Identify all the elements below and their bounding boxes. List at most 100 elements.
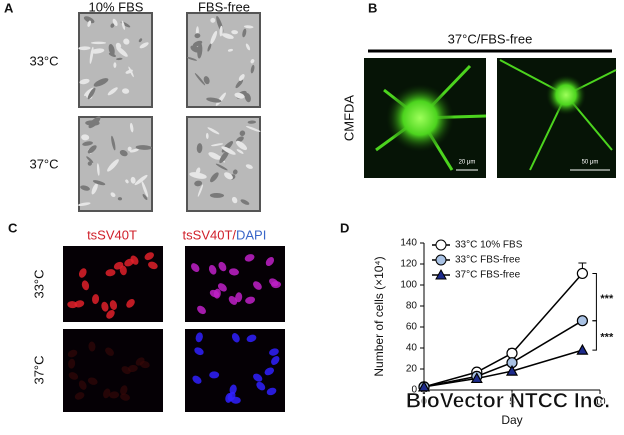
- nucleus: [253, 373, 263, 382]
- nucleus: [229, 384, 237, 395]
- nucleus: [105, 347, 114, 356]
- cell: [209, 193, 225, 198]
- nucleus: [209, 289, 220, 298]
- nucleus: [194, 347, 204, 356]
- cell: [96, 163, 100, 176]
- cell: [208, 152, 221, 160]
- nucleus: [197, 305, 206, 315]
- x-axis-label: Day: [501, 413, 522, 427]
- nucleus: [106, 309, 115, 319]
- nucleus: [109, 391, 120, 399]
- nucleus: [109, 300, 118, 311]
- column-header: FBS-free: [198, 0, 250, 14]
- immuno-images: [63, 246, 285, 412]
- cell: [245, 43, 251, 51]
- y-tick-label: 0: [411, 385, 417, 396]
- cell: [239, 130, 246, 137]
- cell: [91, 183, 98, 195]
- nucleus: [264, 367, 275, 376]
- cell-body: [546, 75, 586, 115]
- cell: [90, 48, 105, 54]
- cell: [116, 46, 128, 57]
- nucleus: [253, 281, 262, 290]
- cell: [113, 62, 117, 68]
- cell: [134, 174, 148, 186]
- column-header: tsSV40T: [87, 227, 137, 242]
- data-point: [576, 343, 589, 355]
- legend-marker: [435, 239, 447, 251]
- cell: [194, 180, 203, 187]
- nucleus: [217, 283, 227, 292]
- nucleus: [105, 269, 116, 277]
- cell: [245, 126, 261, 132]
- cell: [83, 16, 95, 24]
- data-point: [505, 364, 519, 376]
- cell: [86, 156, 94, 163]
- phase-image: [78, 116, 153, 212]
- nucleus: [229, 268, 239, 276]
- nucleus: [192, 375, 202, 384]
- scale-label: 50 μm: [582, 160, 599, 166]
- cell: [82, 141, 93, 146]
- row-header: 37°C: [29, 156, 58, 171]
- cell: [247, 120, 257, 124]
- cell: [107, 159, 119, 172]
- cell: [234, 92, 245, 99]
- phase-image: [186, 116, 261, 212]
- cell: [250, 59, 255, 64]
- cell: [79, 78, 90, 85]
- nucleus: [265, 257, 275, 266]
- cell: [236, 149, 244, 154]
- legend-marker: [435, 268, 447, 280]
- series-line: [423, 349, 583, 388]
- cell: [141, 181, 149, 198]
- significance-bracket: [592, 320, 597, 351]
- x-tick-label: 5: [509, 397, 515, 408]
- nucleus: [218, 261, 227, 272]
- cell: [87, 20, 92, 27]
- cell: [210, 17, 216, 23]
- cell: [130, 176, 136, 184]
- nucleus: [235, 292, 243, 303]
- y-tick-label: 20: [406, 364, 418, 375]
- series-line: [423, 272, 583, 388]
- cell: [240, 199, 250, 205]
- data-point: [576, 315, 589, 327]
- data-point: [470, 372, 483, 384]
- nucleus: [68, 358, 76, 369]
- cell: [87, 87, 96, 100]
- panel-letter: B: [368, 0, 377, 15]
- nucleus: [244, 254, 255, 262]
- cell: [221, 33, 234, 39]
- y-tick-label: 140: [400, 238, 417, 249]
- nucleus: [209, 371, 220, 379]
- panel-letter: C: [8, 220, 18, 235]
- cell: [125, 179, 129, 184]
- phase-image: [186, 12, 261, 108]
- nucleus: [245, 296, 256, 304]
- cell: [221, 146, 236, 155]
- nucleus: [228, 295, 238, 305]
- cell: [138, 38, 143, 43]
- nucleus: [246, 334, 257, 343]
- nucleus: [271, 356, 280, 365]
- nucleus: [148, 261, 158, 270]
- cell: [207, 127, 220, 135]
- cell: [81, 134, 90, 141]
- cell: [80, 185, 90, 191]
- nucleus: [103, 388, 111, 399]
- cell: [123, 38, 130, 45]
- cell: [243, 25, 254, 29]
- nucleus: [127, 364, 138, 373]
- cell: [219, 25, 223, 37]
- cell: [116, 57, 123, 61]
- cell: [112, 18, 118, 27]
- legend-label: 33°C 10% FBS: [455, 240, 523, 251]
- cell: [127, 146, 132, 152]
- cell: [117, 197, 123, 201]
- cell: [85, 120, 100, 126]
- y-tick-label: 120: [400, 259, 417, 270]
- cell: [235, 140, 248, 151]
- row-header: 37°C: [31, 355, 46, 384]
- cell: [231, 30, 239, 35]
